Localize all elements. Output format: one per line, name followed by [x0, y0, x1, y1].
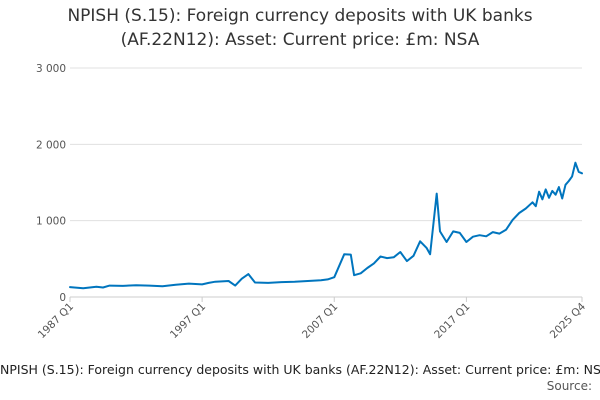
x-tick-labels: 1987 Q1 1997 Q1 2007 Q1 2017 Q1 2025 Q4 [36, 297, 589, 341]
y-axis: 0 1 000 2 000 3 000 [36, 63, 66, 304]
x-tick-label: 1987 Q1 [36, 301, 76, 341]
chart-caption: NPISH (S.15): Foreign currency deposits … [0, 362, 600, 377]
chart-title-line-2: (AF.22N12): Asset: Current price: £m: NS… [120, 30, 480, 50]
y-tick-label: 3 000 [36, 63, 66, 75]
source-label: Source: [546, 379, 592, 393]
x-tick-label: 1997 Q1 [168, 301, 208, 341]
x-tick-label: 2025 Q4 [548, 300, 589, 341]
series-layer [69, 161, 583, 290]
gridlines [70, 67, 582, 222]
chart-title: NPISH (S.15): Foreign currency deposits … [0, 4, 600, 52]
y-tick-label: 0 [59, 292, 66, 304]
y-tick-label: 2 000 [36, 139, 66, 151]
chart-title-line-1: NPISH (S.15): Foreign currency deposits … [67, 6, 533, 26]
x-tick-label: 2017 Q1 [432, 301, 472, 341]
series-line [69, 161, 583, 290]
y-tick-label: 1 000 [36, 216, 66, 228]
x-tick-label: 2007 Q1 [300, 301, 340, 341]
